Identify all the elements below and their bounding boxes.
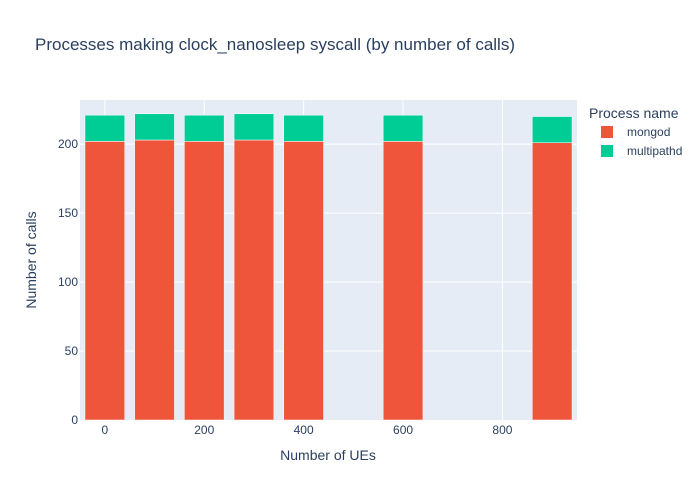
y-axis-title: Number of calls bbox=[23, 211, 39, 308]
chart-title: Processes making clock_nanosleep syscall… bbox=[35, 35, 515, 54]
x-tick-label: 800 bbox=[492, 423, 512, 437]
bar-mongod bbox=[134, 139, 175, 421]
bar-mongod bbox=[233, 139, 275, 421]
y-tick-label: 200 bbox=[58, 137, 78, 151]
bar-mongod bbox=[532, 142, 573, 421]
bar-multipathd bbox=[84, 114, 125, 142]
y-tick-label: 0 bbox=[71, 413, 78, 427]
legend-items: mongod multipathd bbox=[601, 125, 682, 158]
legend-swatch-mongod bbox=[601, 126, 613, 138]
bar-multipathd bbox=[532, 116, 573, 144]
x-tick-label: 400 bbox=[294, 423, 314, 437]
y-tick-label: 150 bbox=[58, 206, 78, 220]
bar-multipathd bbox=[283, 114, 324, 142]
bar-multipathd bbox=[184, 114, 225, 142]
y-tick-label: 50 bbox=[65, 344, 79, 358]
y-axis-ticks: 0 50 100 150 200 bbox=[58, 137, 78, 427]
x-tick-label: 0 bbox=[102, 423, 109, 437]
x-axis-ticks: 0 200 400 600 800 bbox=[102, 423, 513, 437]
bar-multipathd bbox=[134, 113, 175, 141]
x-axis-title: Number of UEs bbox=[280, 447, 376, 463]
bar-mongod bbox=[184, 141, 225, 421]
y-tick-label: 100 bbox=[58, 275, 78, 289]
bar-mongod bbox=[382, 141, 424, 421]
legend-swatch-multipathd bbox=[601, 145, 613, 157]
bar-multipathd bbox=[233, 113, 275, 141]
bar-mongod bbox=[84, 141, 125, 421]
legend-title: Process name bbox=[589, 105, 679, 121]
legend-label-multipathd: multipathd bbox=[627, 144, 682, 158]
bars bbox=[84, 113, 573, 421]
legend: Process name mongod multipathd bbox=[589, 105, 682, 158]
legend-label-mongod: mongod bbox=[627, 125, 670, 139]
x-tick-label: 600 bbox=[393, 423, 413, 437]
x-tick-label: 200 bbox=[194, 423, 214, 437]
bar-multipathd bbox=[382, 114, 424, 142]
bar-mongod bbox=[283, 141, 324, 421]
